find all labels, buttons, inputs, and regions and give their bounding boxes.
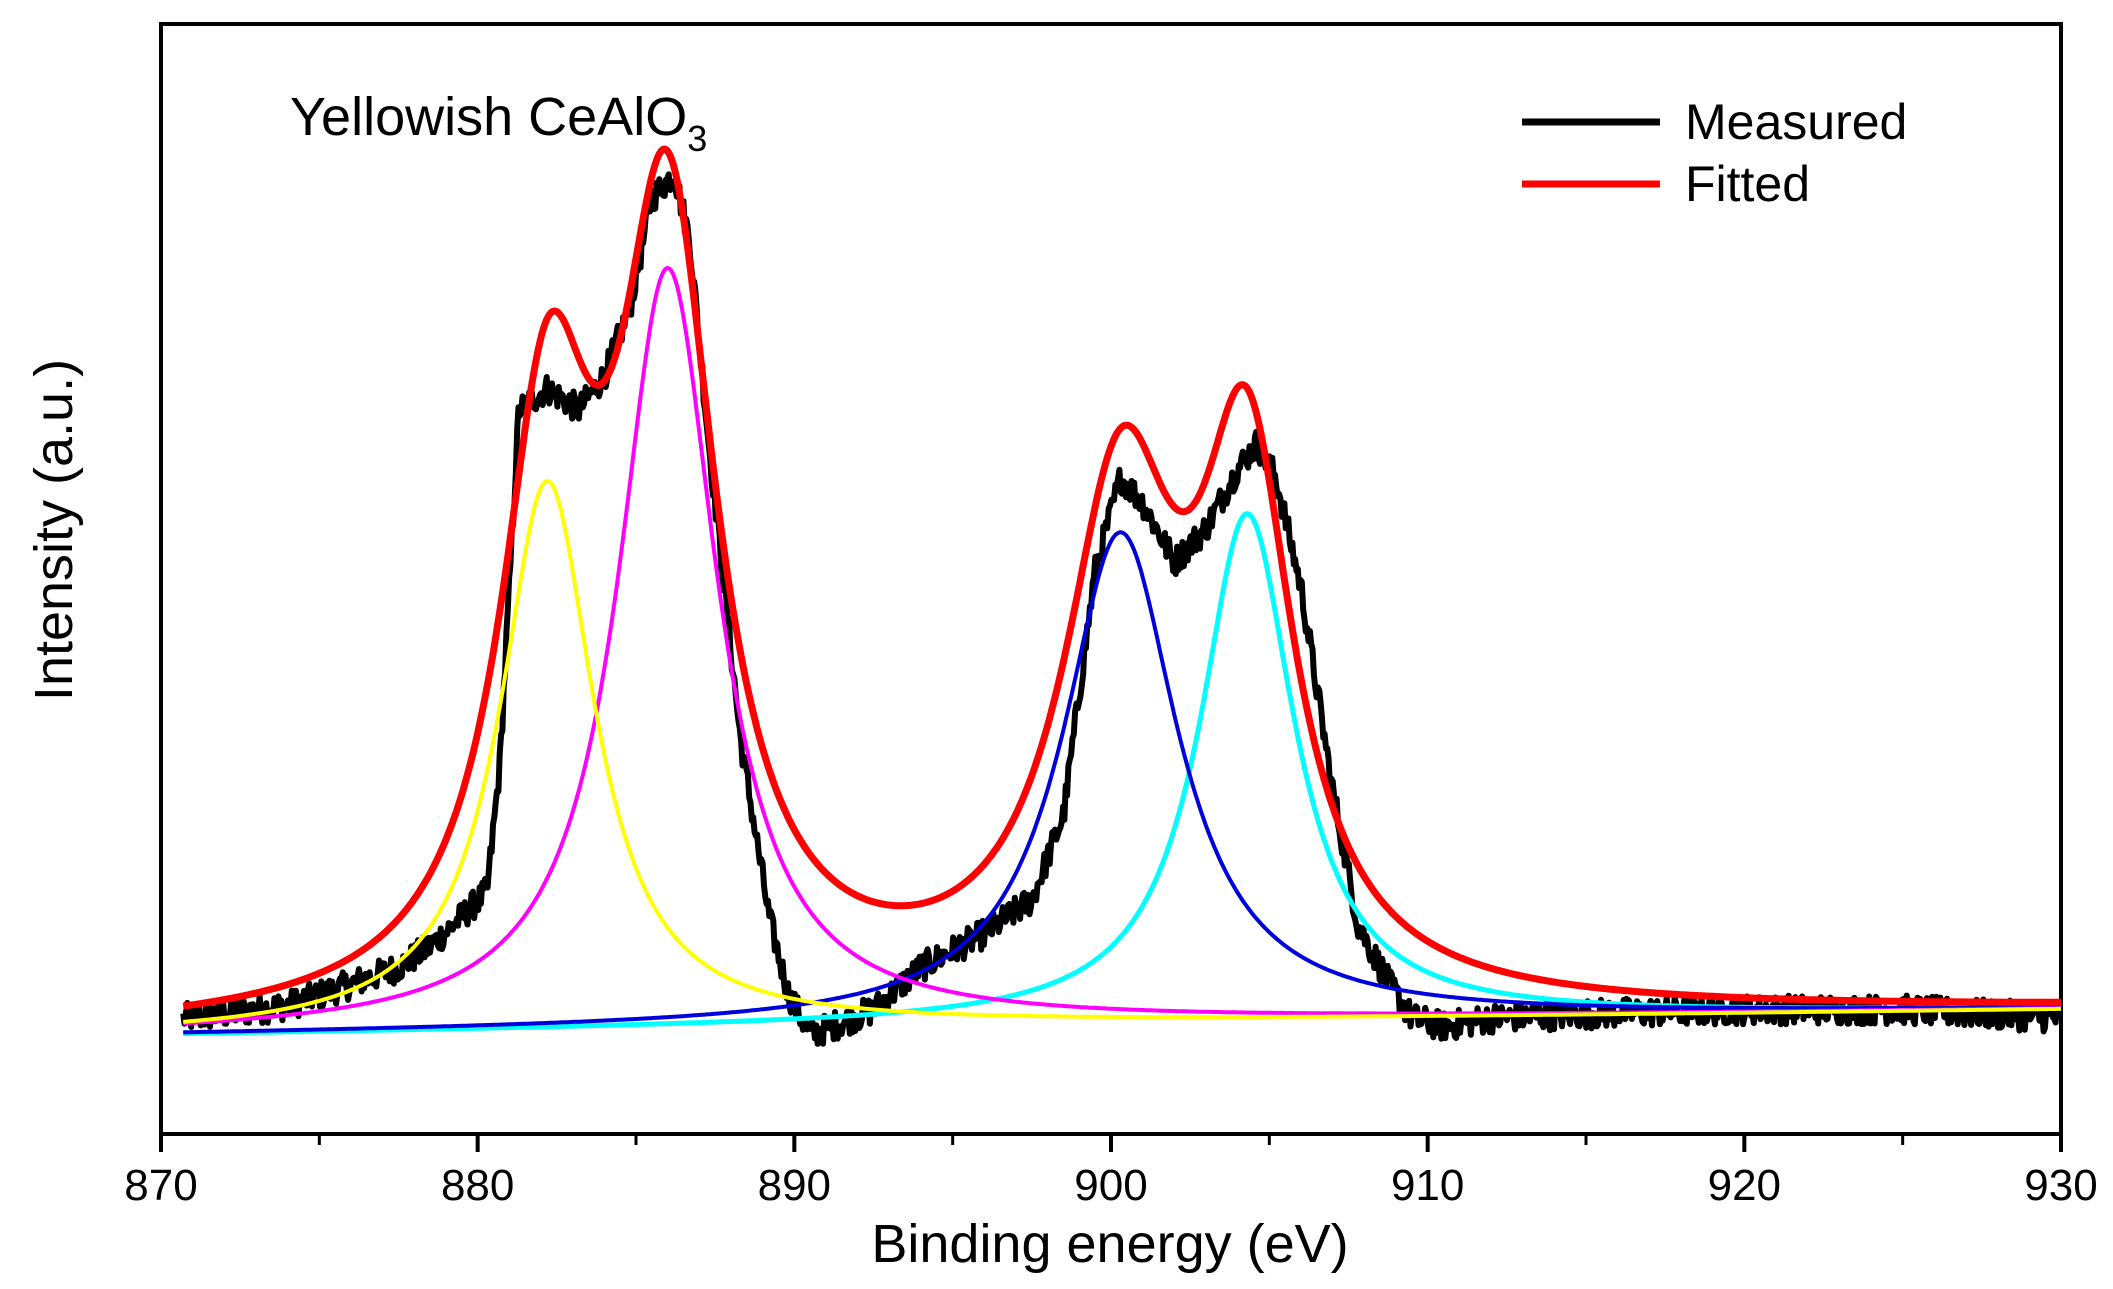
legend-label-fitted: Fitted (1685, 156, 1810, 212)
component-882-2-peakline (183, 479, 2061, 1024)
annotation-subscript: 3 (687, 118, 707, 159)
fitted-line (181, 145, 2063, 1010)
legend: Measured Fitted (1522, 94, 1907, 212)
plot-curves (180, 145, 2063, 1047)
x-tick-label: 930 (2024, 1161, 2097, 1210)
x-tick-label: 900 (1074, 1161, 1147, 1210)
annotation-main: Yellowish CeAlO (290, 87, 687, 147)
x-tick-label: 890 (758, 1161, 831, 1210)
y-axis-title: Intensity (a.u.) (24, 359, 84, 701)
sample-annotation: Yellowish CeAlO3 (290, 87, 707, 159)
x-tick-label: 920 (1708, 1161, 1781, 1210)
component-900-3-peakline (183, 530, 2061, 1035)
legend-label-measured: Measured (1685, 94, 1907, 150)
x-tick-label: 910 (1391, 1161, 1464, 1210)
measured-line (180, 171, 2063, 1047)
x-axis-ticks: 870 880 890 900 910 920 930 (124, 1134, 2098, 1210)
x-tick-label: 880 (441, 1161, 514, 1210)
x-tick-label: 870 (124, 1161, 197, 1210)
x-axis-title: Binding energy (eV) (871, 1214, 1348, 1274)
